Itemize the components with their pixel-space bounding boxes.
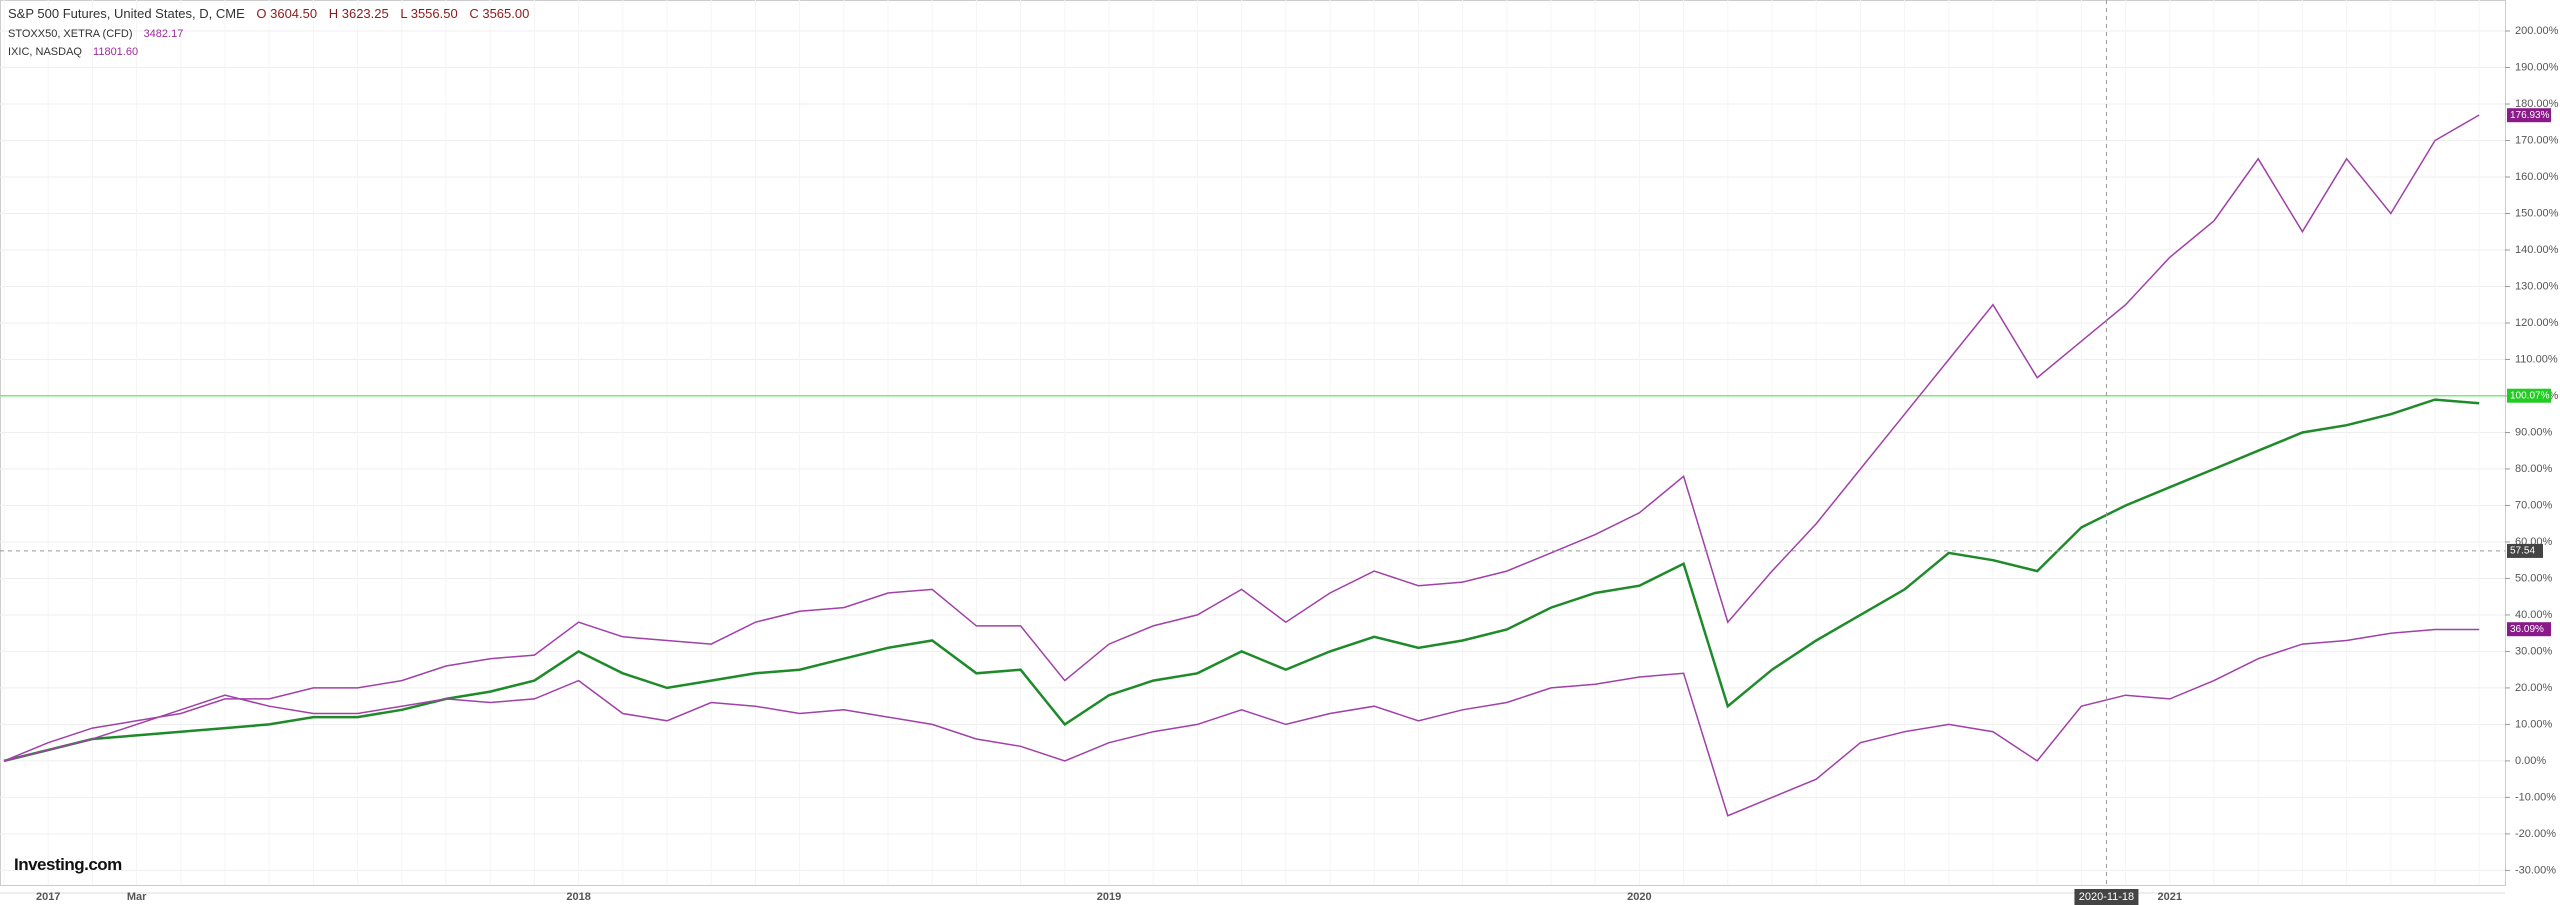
series-line <box>3 398 2480 763</box>
crosshair-y-label: 57.54 <box>2510 546 2535 557</box>
y-tick-label: 90.00% <box>2515 426 2553 438</box>
y-tick-label: 130.00% <box>2515 280 2559 292</box>
crosshair-x-box <box>2074 889 2139 905</box>
y-tick-label: -10.00% <box>2515 791 2556 803</box>
ohlc: L 3556.50 <box>400 6 458 21</box>
crosshair-x-label: 2020-11-18 <box>2079 891 2134 903</box>
y-tick-label: 80.00% <box>2515 463 2553 475</box>
y-tick-label: -30.00% <box>2515 864 2556 876</box>
y-tick-label: 0.00% <box>2515 755 2546 767</box>
last-value: 3482.17 <box>143 28 184 40</box>
ohlc: H 3623.25 <box>328 6 389 21</box>
legend-entry: STOXX50, XETRA (CFD) <box>8 28 133 40</box>
legend-row: IXIC, NASDAQ 11801.60 <box>8 46 146 58</box>
y-tick-label: 170.00% <box>2515 134 2559 146</box>
end-label: 36.09% <box>2510 624 2544 635</box>
y-tick-label: 180.00% <box>2515 98 2559 110</box>
end-label-box <box>2507 622 2551 637</box>
legend-row: S&P 500 Futures, United States, D, CME O… <box>8 6 537 21</box>
legend-row: STOXX50, XETRA (CFD) 3482.17 <box>8 28 191 40</box>
y-tick-label: 190.00% <box>2515 61 2559 73</box>
end-label: 100.07% <box>2510 390 2550 401</box>
y-tick-label: 50.00% <box>2515 572 2553 584</box>
legend-entry: IXIC, NASDAQ <box>8 46 82 58</box>
x-tick-label: Mar <box>127 891 147 903</box>
x-tick-label: 2020 <box>1627 891 1651 903</box>
x-tick-label: 2019 <box>1097 891 1121 903</box>
x-tick-label: 2017 <box>36 891 60 903</box>
y-tick-label: 120.00% <box>2515 317 2559 329</box>
y-tick-label: 20.00% <box>2515 682 2553 694</box>
y-tick-label: 30.00% <box>2515 645 2553 657</box>
crosshair-y-box <box>2507 543 2543 558</box>
y-tick-label: 140.00% <box>2515 244 2559 256</box>
end-label: 176.93% <box>2510 110 2550 121</box>
ohlc: O 3604.50 <box>256 6 318 21</box>
logo: Investing.com <box>14 855 122 874</box>
y-tick-label: 70.00% <box>2515 499 2553 511</box>
y-tick-label: 160.00% <box>2515 171 2559 183</box>
y-tick-label: 40.00% <box>2515 609 2553 621</box>
ohlc: C 3565.00 <box>469 6 530 21</box>
plot-border <box>0 0 2506 886</box>
y-tick-label: 10.00% <box>2515 718 2553 730</box>
y-tick-label: 200.00% <box>2515 25 2559 37</box>
x-tick-label: 2018 <box>566 891 590 903</box>
last-value: 11801.60 <box>93 46 139 58</box>
y-tick-label: -20.00% <box>2515 828 2556 840</box>
series-line <box>3 114 2480 762</box>
legend-entry: S&P 500 Futures, United States, D, CME <box>8 6 245 21</box>
end-label-box <box>2507 108 2551 123</box>
end-label-box <box>2507 388 2551 403</box>
y-tick-label: 150.00% <box>2515 207 2559 219</box>
x-tick-label: 2021 <box>2158 891 2182 903</box>
series-line <box>3 628 2480 817</box>
y-tick-label: 110.00% <box>2515 353 2558 365</box>
